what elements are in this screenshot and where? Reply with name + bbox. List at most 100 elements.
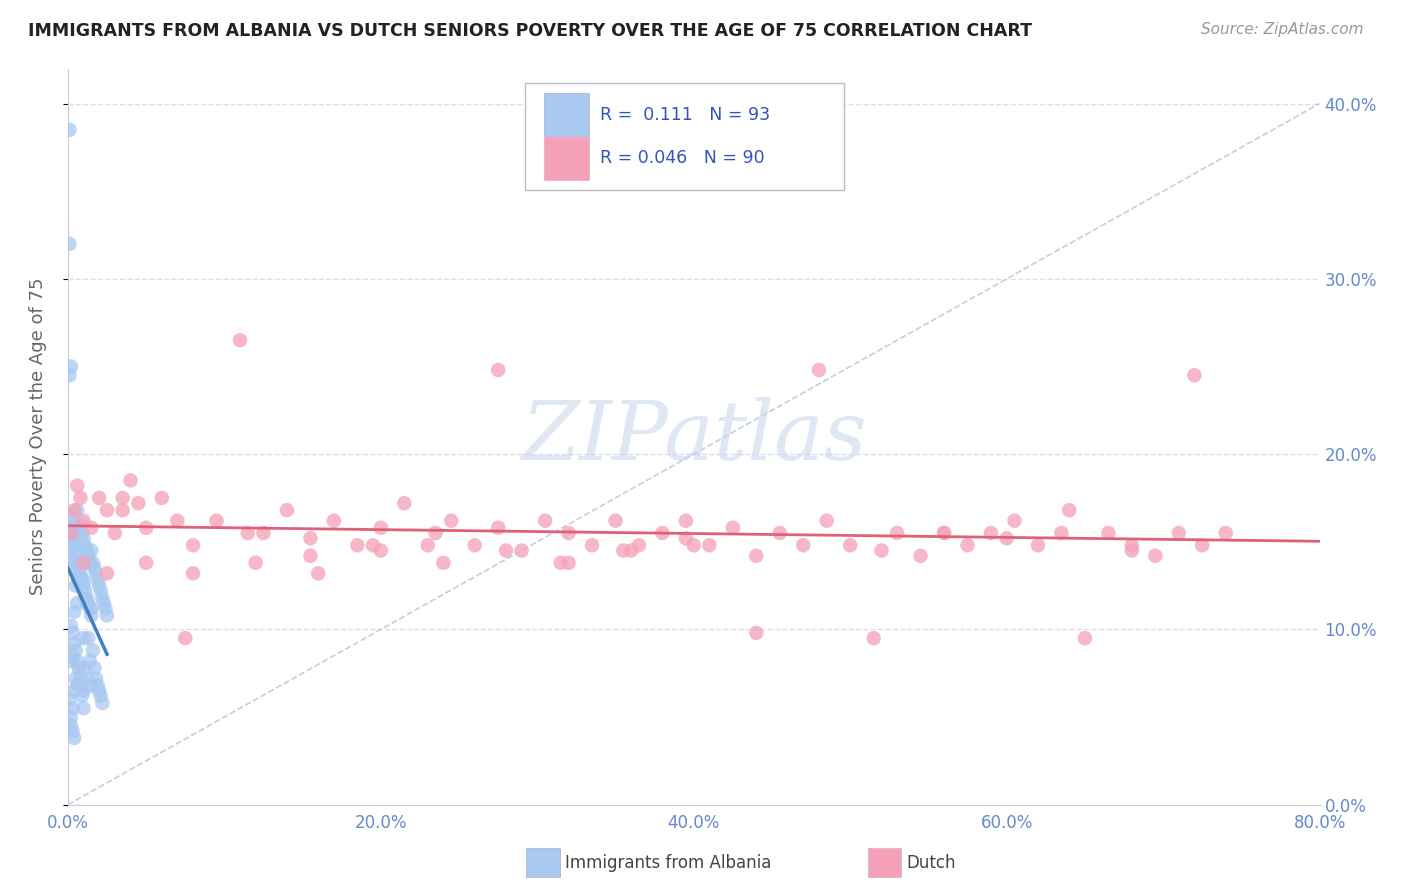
Point [80, 608, 103, 623]
Point [1057, 503, 1080, 517]
Point [91, 591, 114, 605]
Point [70, 689, 93, 703]
Point [63, 538, 86, 552]
Point [150, 491, 173, 505]
Point [1184, 368, 1206, 383]
Point [980, 526, 1002, 541]
Point [60, 359, 83, 374]
Point [96, 566, 118, 581]
Point [252, 526, 274, 541]
Point [205, 514, 228, 528]
Point [620, 543, 643, 558]
Point [60, 526, 83, 541]
Point [675, 514, 697, 528]
Point [89, 578, 111, 592]
Point [80, 678, 103, 692]
Point [72, 556, 94, 570]
Point [62, 626, 84, 640]
Point [70, 678, 93, 692]
Point [89, 683, 111, 698]
Point [862, 631, 884, 645]
Point [94, 601, 117, 615]
Point [72, 514, 94, 528]
Point [111, 491, 134, 505]
Point [550, 556, 572, 570]
Point [58, 508, 80, 523]
Point [932, 526, 955, 541]
Point [66, 654, 89, 668]
Point [432, 556, 454, 570]
Point [72, 683, 94, 698]
Point [58, 692, 80, 706]
Point [58, 123, 80, 137]
Point [76, 543, 98, 558]
Point [745, 626, 768, 640]
Point [60, 619, 83, 633]
FancyBboxPatch shape [544, 136, 589, 180]
Point [66, 543, 89, 558]
Point [769, 526, 792, 541]
Point [82, 556, 104, 570]
Point [66, 596, 89, 610]
Point [63, 636, 86, 650]
Point [90, 689, 112, 703]
Point [75, 538, 97, 552]
Text: Source: ZipAtlas.com: Source: ZipAtlas.com [1201, 22, 1364, 37]
Point [60, 710, 83, 724]
Point [534, 514, 557, 528]
Point [65, 672, 87, 686]
Point [486, 363, 509, 377]
Point [83, 561, 105, 575]
Point [58, 368, 80, 383]
Point [65, 526, 87, 541]
Point [84, 672, 107, 686]
Point [557, 556, 579, 570]
Point [65, 578, 87, 592]
Point [361, 538, 384, 552]
Point [66, 556, 89, 570]
Point [69, 678, 91, 692]
Point [60, 654, 83, 668]
Point [63, 731, 86, 745]
Point [299, 531, 322, 545]
Point [76, 672, 98, 686]
Point [370, 521, 392, 535]
Point [62, 648, 84, 663]
Point [76, 596, 98, 610]
Point [612, 543, 634, 558]
Point [807, 363, 830, 377]
Point [79, 556, 101, 570]
Point [174, 631, 197, 645]
Text: Immigrants from Albania: Immigrants from Albania [565, 854, 772, 871]
Point [510, 543, 533, 558]
Point [60, 538, 83, 552]
Point [67, 526, 90, 541]
Point [581, 538, 603, 552]
Point [96, 608, 118, 623]
Point [675, 531, 697, 545]
Point [80, 543, 103, 558]
Point [557, 526, 579, 541]
Point [83, 661, 105, 675]
Point [69, 574, 91, 588]
Point [96, 503, 118, 517]
Point [135, 521, 157, 535]
Point [1121, 538, 1143, 552]
Point [63, 605, 86, 619]
Point [245, 556, 267, 570]
Point [276, 503, 298, 517]
Point [166, 514, 188, 528]
Point [89, 491, 111, 505]
Point [84, 566, 107, 581]
Point [65, 549, 87, 563]
Point [627, 538, 650, 552]
Point [90, 583, 112, 598]
Point [111, 503, 134, 517]
Point [605, 514, 627, 528]
Point [1050, 526, 1073, 541]
Point [69, 517, 91, 532]
Text: ZIPatlas: ZIPatlas [522, 397, 866, 476]
Point [721, 521, 744, 535]
Point [67, 661, 90, 675]
Point [72, 631, 94, 645]
